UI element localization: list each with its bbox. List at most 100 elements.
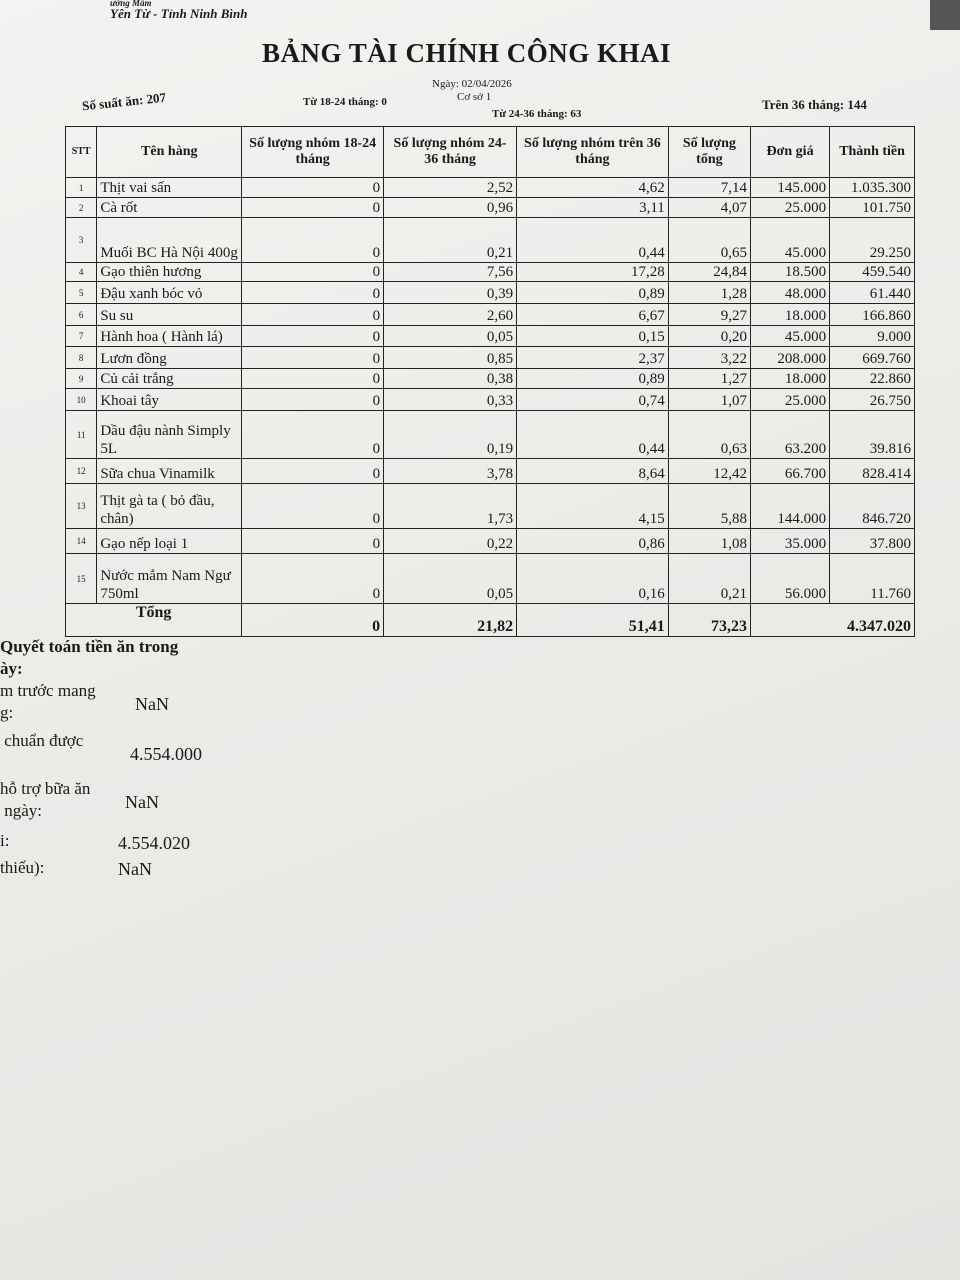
qty-total: 0,20: [667, 325, 751, 347]
item-name: Thịt vai sấn: [96, 177, 243, 198]
finance-table: STT Tên hàng Số lượng nhóm 18-24 tháng Số l…: [64, 126, 916, 637]
row-number: 4: [64, 262, 98, 282]
qty-24-36: 3,78: [383, 458, 518, 484]
qty-18-24: 0: [241, 483, 385, 529]
unit-price: 45.000: [749, 325, 831, 347]
item-name: Lươn đồng: [96, 346, 243, 369]
table-row: 11 Dầu đậu nành Simply 5L 0 0,19 0,44 0,63 63.…: [64, 410, 915, 459]
summary-heading: Quyết toán tiền ăn trong ày:: [0, 637, 179, 678]
item-name: Gạo nếp loại 1: [96, 528, 243, 554]
unit-price: 35.000: [749, 528, 831, 554]
qty-total: 9,27: [667, 303, 751, 326]
row-number: 6: [64, 303, 98, 326]
qty-over-36: 0,15: [516, 325, 669, 347]
table-row: 5 Đậu xanh bóc vỏ 0 0,39 0,89 1,28 48.000 61.44…: [64, 281, 915, 304]
qty-total: 4,07: [667, 197, 751, 218]
qty-24-36: 2,60: [383, 303, 518, 326]
column-header: Số lượng nhóm trên 36 tháng: [516, 126, 669, 178]
qty-24-36: 0,05: [383, 553, 518, 604]
qty-18-24: 0: [241, 388, 385, 411]
qty-total: 3,22: [667, 346, 751, 369]
branch: Cơ sở 1: [457, 91, 492, 103]
table-row: 7 Hành hoa ( Hành lá) 0 0,05 0,15 0,20 45.000 9…: [64, 325, 915, 347]
qty-18-24: 0: [241, 325, 385, 347]
summary-value: NaN: [125, 792, 159, 812]
table-row: 8 Lươn đồng 0 0,85 2,37 3,22 208.000 669.760: [64, 346, 915, 369]
group-over-36-count: Trên 36 tháng: 144: [762, 97, 867, 112]
unit-price: 25.000: [749, 197, 831, 218]
qty-over-36: 0,89: [516, 281, 669, 304]
row-number: 2: [64, 197, 98, 218]
row-number: 12: [64, 458, 98, 484]
qty-over-36: 0,44: [516, 410, 669, 459]
amount: 37.800: [829, 528, 915, 554]
row-number: 14: [64, 528, 98, 554]
amount: 459.540: [829, 262, 915, 282]
qty-18-24: 0: [241, 303, 385, 326]
table-row: 9 Củ cải trắng 0 0,38 0,89 1,27 18.000 22.860: [64, 368, 915, 389]
qty-18-24: 0: [241, 281, 385, 304]
qty-24-36: 2,52: [383, 177, 518, 198]
qty-24-36: 7,56: [383, 262, 518, 282]
qty-over-36: 4,15: [516, 483, 669, 529]
qty-24-36: 0,19: [383, 410, 518, 459]
unit-price: 18.000: [749, 303, 831, 326]
unit-price: 145.000: [749, 177, 831, 198]
table-row: 13 Thịt gà ta ( bỏ đầu, chân) 0 1,73 4,15 5,8…: [64, 483, 915, 529]
item-name: Thịt gà ta ( bỏ đầu, chân): [96, 483, 243, 529]
qty-18-24: 0: [241, 197, 385, 218]
qty-24-36: 0,22: [383, 528, 518, 554]
qty-over-36: 4,62: [516, 177, 669, 198]
background-corner: [930, 0, 960, 30]
qty-18-24: 0: [241, 410, 385, 459]
item-name: Nước mắm Nam Ngư 750ml: [96, 553, 243, 604]
qty-24-36: 0,05: [383, 325, 518, 347]
amount: 846.720: [829, 483, 915, 529]
item-name: Sữa chua Vinamilk: [96, 458, 243, 484]
location: Yên Từ - Tỉnh Ninh Bình: [110, 6, 248, 21]
unit-price: 144.000: [749, 483, 831, 529]
total-g1: 0: [241, 603, 385, 637]
qty-18-24: 0: [241, 262, 385, 282]
qty-total: 7,14: [667, 177, 751, 198]
column-header: Thành tiền: [829, 126, 915, 178]
column-header: Số lượng nhóm 24-36 tháng: [383, 126, 518, 178]
table-row: 10 Khoai tây 0 0,33 0,74 1,07 25.000 26.750: [64, 388, 915, 411]
qty-24-36: 0,96: [383, 197, 518, 218]
item-name: Gạo thiên hương: [96, 262, 243, 282]
item-name: Củ cải trắng: [96, 368, 243, 389]
total-sum: 73,23: [667, 603, 751, 637]
total-row: Tổng 0 21,82 51,41 73,23 4.347.020: [64, 603, 916, 637]
table-row: 14 Gạo nếp loại 1 0 0,22 0,86 1,08 35.000 37.80…: [64, 528, 915, 554]
row-number: 11: [64, 410, 98, 459]
amount: 828.414: [829, 458, 915, 484]
qty-18-24: 0: [241, 458, 385, 484]
qty-total: 0,65: [667, 217, 751, 263]
amount: 669.760: [829, 346, 915, 369]
qty-over-36: 0,74: [516, 388, 669, 411]
row-number: 1: [64, 177, 98, 198]
total-g3: 51,41: [516, 603, 669, 637]
row-number: 15: [64, 553, 98, 604]
row-number: 10: [64, 388, 98, 411]
item-name: Su su: [96, 303, 243, 326]
qty-over-36: 0,16: [516, 553, 669, 604]
column-header: STT: [64, 126, 98, 178]
summary-value: 4.554.000: [130, 744, 202, 764]
summary-value: NaN: [118, 859, 152, 879]
qty-total: 0,63: [667, 410, 751, 459]
unit-price: 66.700: [749, 458, 831, 484]
unit-price: 18.000: [749, 368, 831, 389]
group-18-24-count: Từ 18-24 tháng: 0: [303, 96, 387, 108]
qty-24-36: 0,21: [383, 217, 518, 263]
qty-24-36: 0,39: [383, 281, 518, 304]
item-name: Khoai tây: [96, 388, 243, 411]
summary-label: chuẩn được: [0, 731, 84, 750]
column-header: Đơn giá: [749, 126, 831, 178]
table-row: 2 Cà rốt 0 0,96 3,11 4,07 25.000 101.750: [64, 197, 915, 218]
unit-price: 18.500: [749, 262, 831, 282]
table-row: 3 Muối BC Hà Nội 400g 0 0,21 0,44 0,65 45.000 2…: [64, 217, 915, 263]
summary-label: i:: [0, 831, 10, 850]
qty-over-36: 0,89: [516, 368, 669, 389]
qty-total: 1,27: [667, 368, 751, 389]
